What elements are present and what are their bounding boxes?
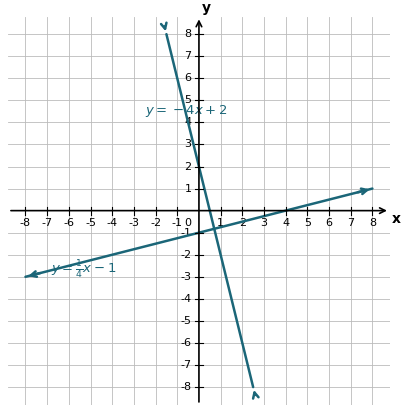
- Text: 2: 2: [184, 161, 191, 171]
- Text: -3: -3: [128, 218, 139, 228]
- Text: 3: 3: [184, 140, 191, 150]
- Text: 5: 5: [184, 95, 191, 105]
- Text: -7: -7: [41, 218, 53, 228]
- Text: 3: 3: [260, 218, 267, 228]
- Text: -6: -6: [63, 218, 74, 228]
- Text: 5: 5: [303, 218, 310, 228]
- Text: y: y: [202, 1, 211, 15]
- Text: 1: 1: [184, 183, 191, 194]
- Text: -4: -4: [180, 294, 191, 304]
- Text: 7: 7: [346, 218, 354, 228]
- Text: -3: -3: [180, 272, 191, 282]
- Text: 2: 2: [238, 218, 245, 228]
- Text: 8: 8: [368, 218, 375, 228]
- Text: -7: -7: [180, 360, 191, 370]
- Text: 8: 8: [184, 29, 191, 39]
- Text: -5: -5: [180, 316, 191, 326]
- Text: 4: 4: [184, 117, 191, 127]
- Text: -8: -8: [180, 382, 191, 392]
- Text: $y = -4x + 2$: $y = -4x + 2$: [144, 103, 226, 119]
- Text: -2: -2: [149, 218, 161, 228]
- Text: 7: 7: [184, 51, 191, 61]
- Text: -2: -2: [180, 250, 191, 260]
- Text: -6: -6: [180, 338, 191, 348]
- Text: -1: -1: [171, 218, 182, 228]
- Text: 1: 1: [217, 218, 224, 228]
- Text: 6: 6: [325, 218, 332, 228]
- Text: -4: -4: [107, 218, 117, 228]
- Text: 4: 4: [281, 218, 288, 228]
- Text: -1: -1: [180, 228, 191, 238]
- Text: 0: 0: [184, 218, 191, 228]
- Text: x: x: [391, 212, 400, 226]
- Text: -8: -8: [20, 218, 31, 228]
- Text: $y = \frac{1}{4}x - 1$: $y = \frac{1}{4}x - 1$: [51, 259, 117, 281]
- Text: -5: -5: [85, 218, 96, 228]
- Text: 6: 6: [184, 73, 191, 83]
